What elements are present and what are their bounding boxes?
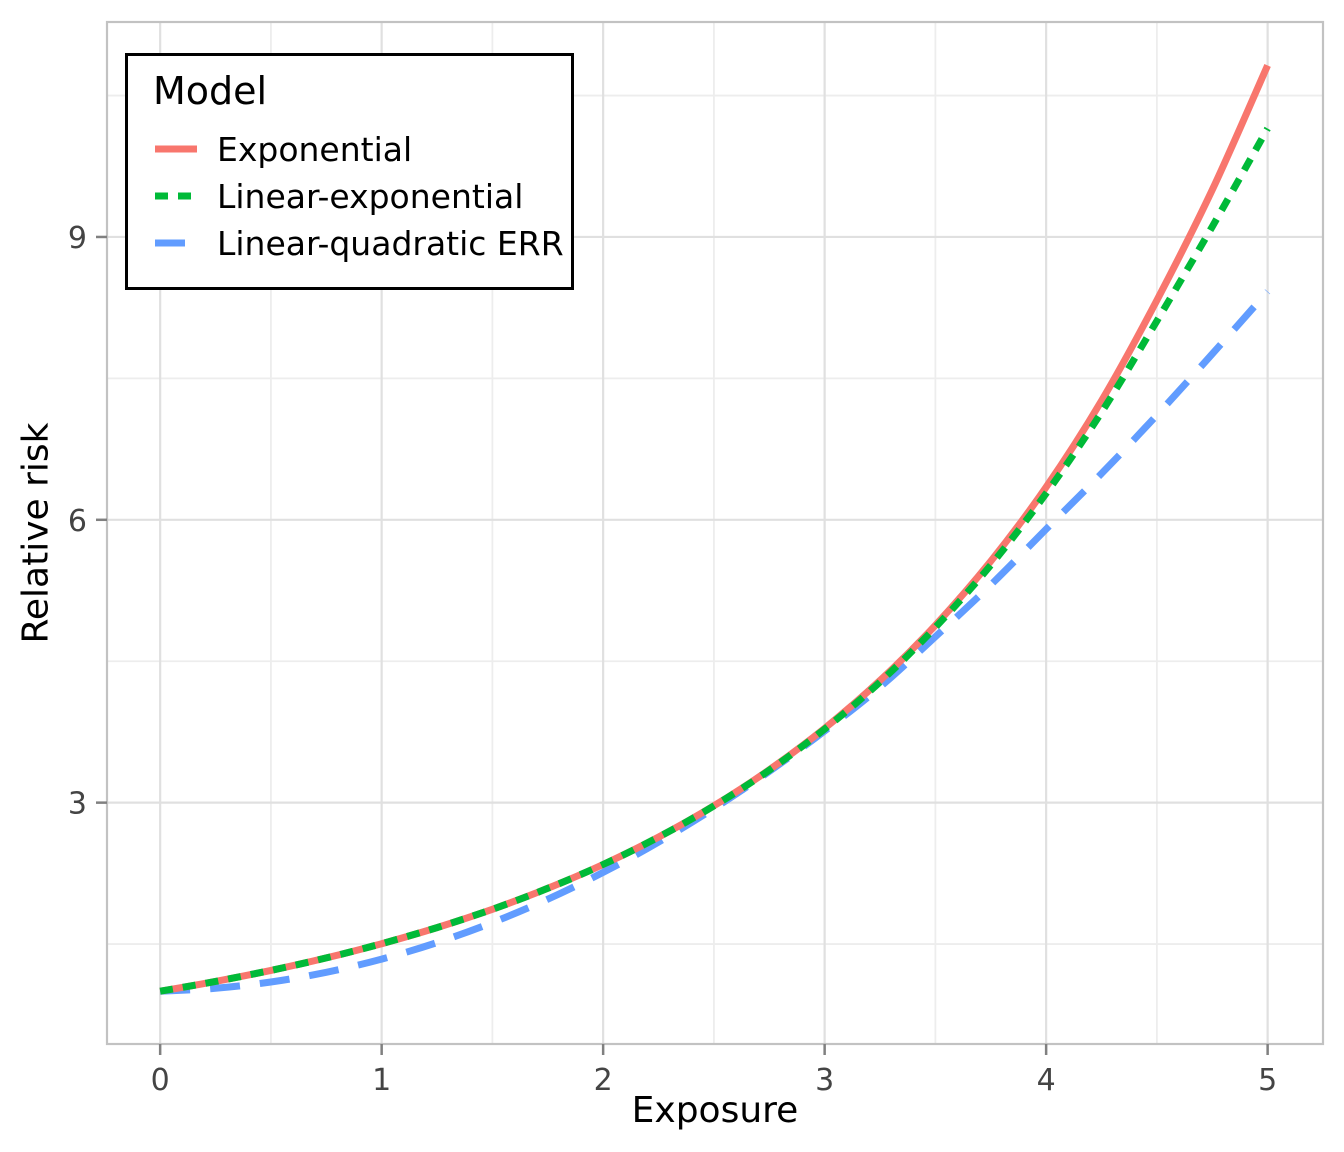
legend-key-dashed-line-icon (153, 237, 217, 249)
legend-rows: Exponential Linear-exponential Linear-qu… (153, 126, 571, 267)
legend-item-linear-exponential: Linear-exponential (153, 173, 571, 220)
x-tick-label: 0 (151, 1063, 170, 1098)
y-tick-label: 9 (68, 221, 87, 256)
panel-border (105, 20, 1325, 1046)
x-axis-title: Exposure (631, 1090, 799, 1131)
x-tick-label: 5 (1258, 1063, 1277, 1098)
x-tick-label: 1 (372, 1063, 391, 1098)
x-tick-label: 3 (815, 1063, 834, 1098)
legend-key-dotted-line-icon (153, 190, 217, 202)
x-tick-label: 4 (1037, 1063, 1056, 1098)
y-axis-title: Relative risk (15, 422, 57, 644)
legend-label: Linear-quadratic ERR (217, 223, 564, 263)
legend-item-exponential: Exponential (153, 126, 571, 173)
curve-linear-exponential (159, 126, 1271, 995)
legend-item-linear-quadratic-err: Linear-quadratic ERR (153, 220, 571, 267)
legend-key-solid-line-icon (153, 143, 217, 155)
legend-label: Linear-exponential (217, 176, 524, 216)
legend-label: Exponential (217, 129, 413, 169)
x-tick-label: 2 (594, 1063, 613, 1098)
y-tick-label: 6 (68, 504, 87, 539)
legend: Model Exponential Linear-exponential Lin… (125, 53, 574, 290)
legend-title: Model (153, 69, 268, 113)
y-tick-label: 3 (68, 787, 87, 822)
